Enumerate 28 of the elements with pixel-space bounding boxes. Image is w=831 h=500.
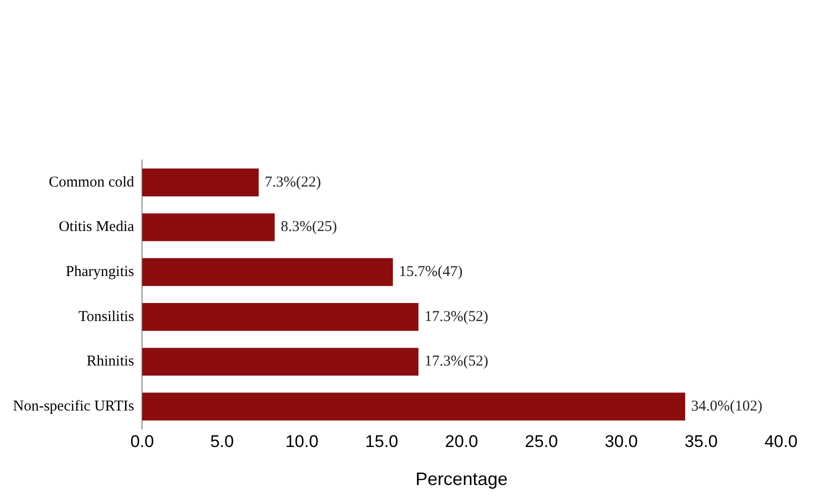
- x-tick-label: 15.0: [365, 432, 398, 451]
- x-tick-label: 30.0: [604, 432, 638, 451]
- x-tick-label: 35.0: [684, 432, 718, 451]
- bar: [142, 213, 275, 242]
- bar: [142, 258, 393, 286]
- y-tick-label: Otitis Media: [58, 219, 134, 236]
- y-tick-label: Pharyngitis: [66, 264, 134, 280]
- bar: [142, 168, 259, 196]
- bar: [142, 348, 418, 376]
- y-tick-label: Tonsilitis: [78, 308, 134, 325]
- x-tick-label: 25.0: [524, 432, 558, 451]
- data-label: 17.3%(52): [424, 354, 488, 370]
- x-tick-label: 20.0: [445, 432, 478, 451]
- y-tick-label: Rhinitis: [86, 354, 134, 370]
- x-tick-label: 10.0: [285, 432, 318, 451]
- data-label: 17.3%(52): [424, 308, 488, 325]
- x-axis-title: Percentage: [416, 469, 508, 490]
- bar: [142, 392, 686, 420]
- x-tick-label: 0.0: [130, 432, 154, 451]
- data-label: 34.0%(102): [691, 398, 762, 415]
- x-tick-label: 5.0: [210, 432, 234, 451]
- bar: [142, 303, 418, 331]
- data-label: 7.3%(22): [264, 174, 321, 190]
- x-tick-label: 40.0: [764, 432, 798, 451]
- y-tick-label: Non-specific URTIs: [12, 398, 134, 415]
- data-label: 8.3%(25): [280, 219, 337, 236]
- data-label: 15.7%(47): [398, 264, 463, 280]
- y-tick-label: Common cold: [48, 174, 135, 190]
